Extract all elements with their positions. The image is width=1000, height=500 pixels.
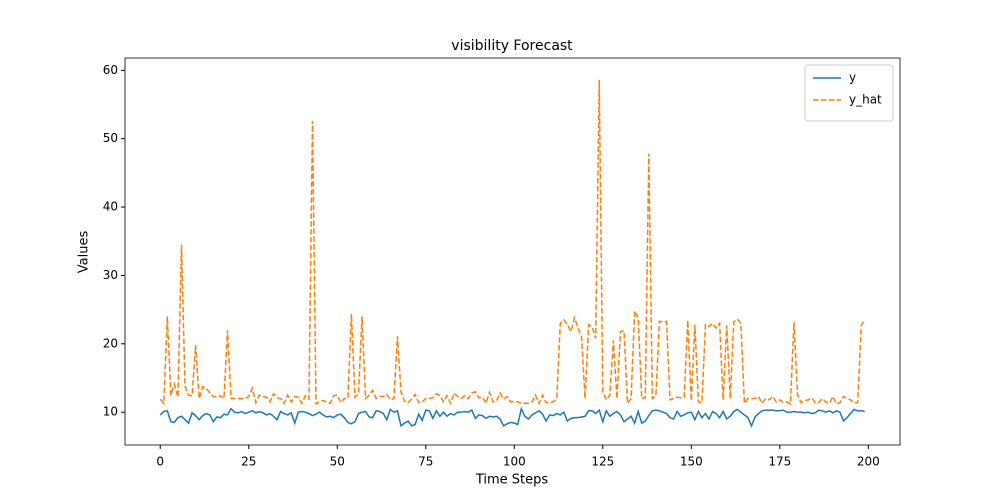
x-axis-label: Time Steps	[475, 473, 549, 488]
series-line	[159, 79, 866, 406]
x-tick-label: 200	[857, 455, 880, 469]
y-tick-label: 60	[103, 63, 118, 77]
legend-label: y	[849, 71, 856, 85]
x-tick-label: 50	[330, 455, 345, 469]
x-tick-label: 150	[680, 455, 703, 469]
y-tick-label: 10	[103, 405, 118, 419]
x-tick-label: 100	[503, 455, 526, 469]
legend-box	[804, 64, 894, 122]
plot-frame	[124, 57, 901, 446]
y-tick-label: 30	[103, 268, 118, 282]
legend-label: y_hat	[849, 93, 882, 107]
y-axis-label: Values	[77, 231, 92, 274]
y-tick-label: 40	[103, 200, 118, 214]
y-tick-label: 50	[103, 131, 118, 145]
x-tick-label: 75	[418, 455, 433, 469]
x-tick-label: 0	[156, 455, 164, 469]
y-tick-label: 20	[103, 336, 118, 350]
chart-title: visibility Forecast	[451, 38, 573, 54]
x-tick-label: 25	[241, 455, 256, 469]
series-line	[159, 406, 865, 428]
x-tick-label: 125	[591, 455, 614, 469]
x-tick-label: 175	[768, 455, 791, 469]
